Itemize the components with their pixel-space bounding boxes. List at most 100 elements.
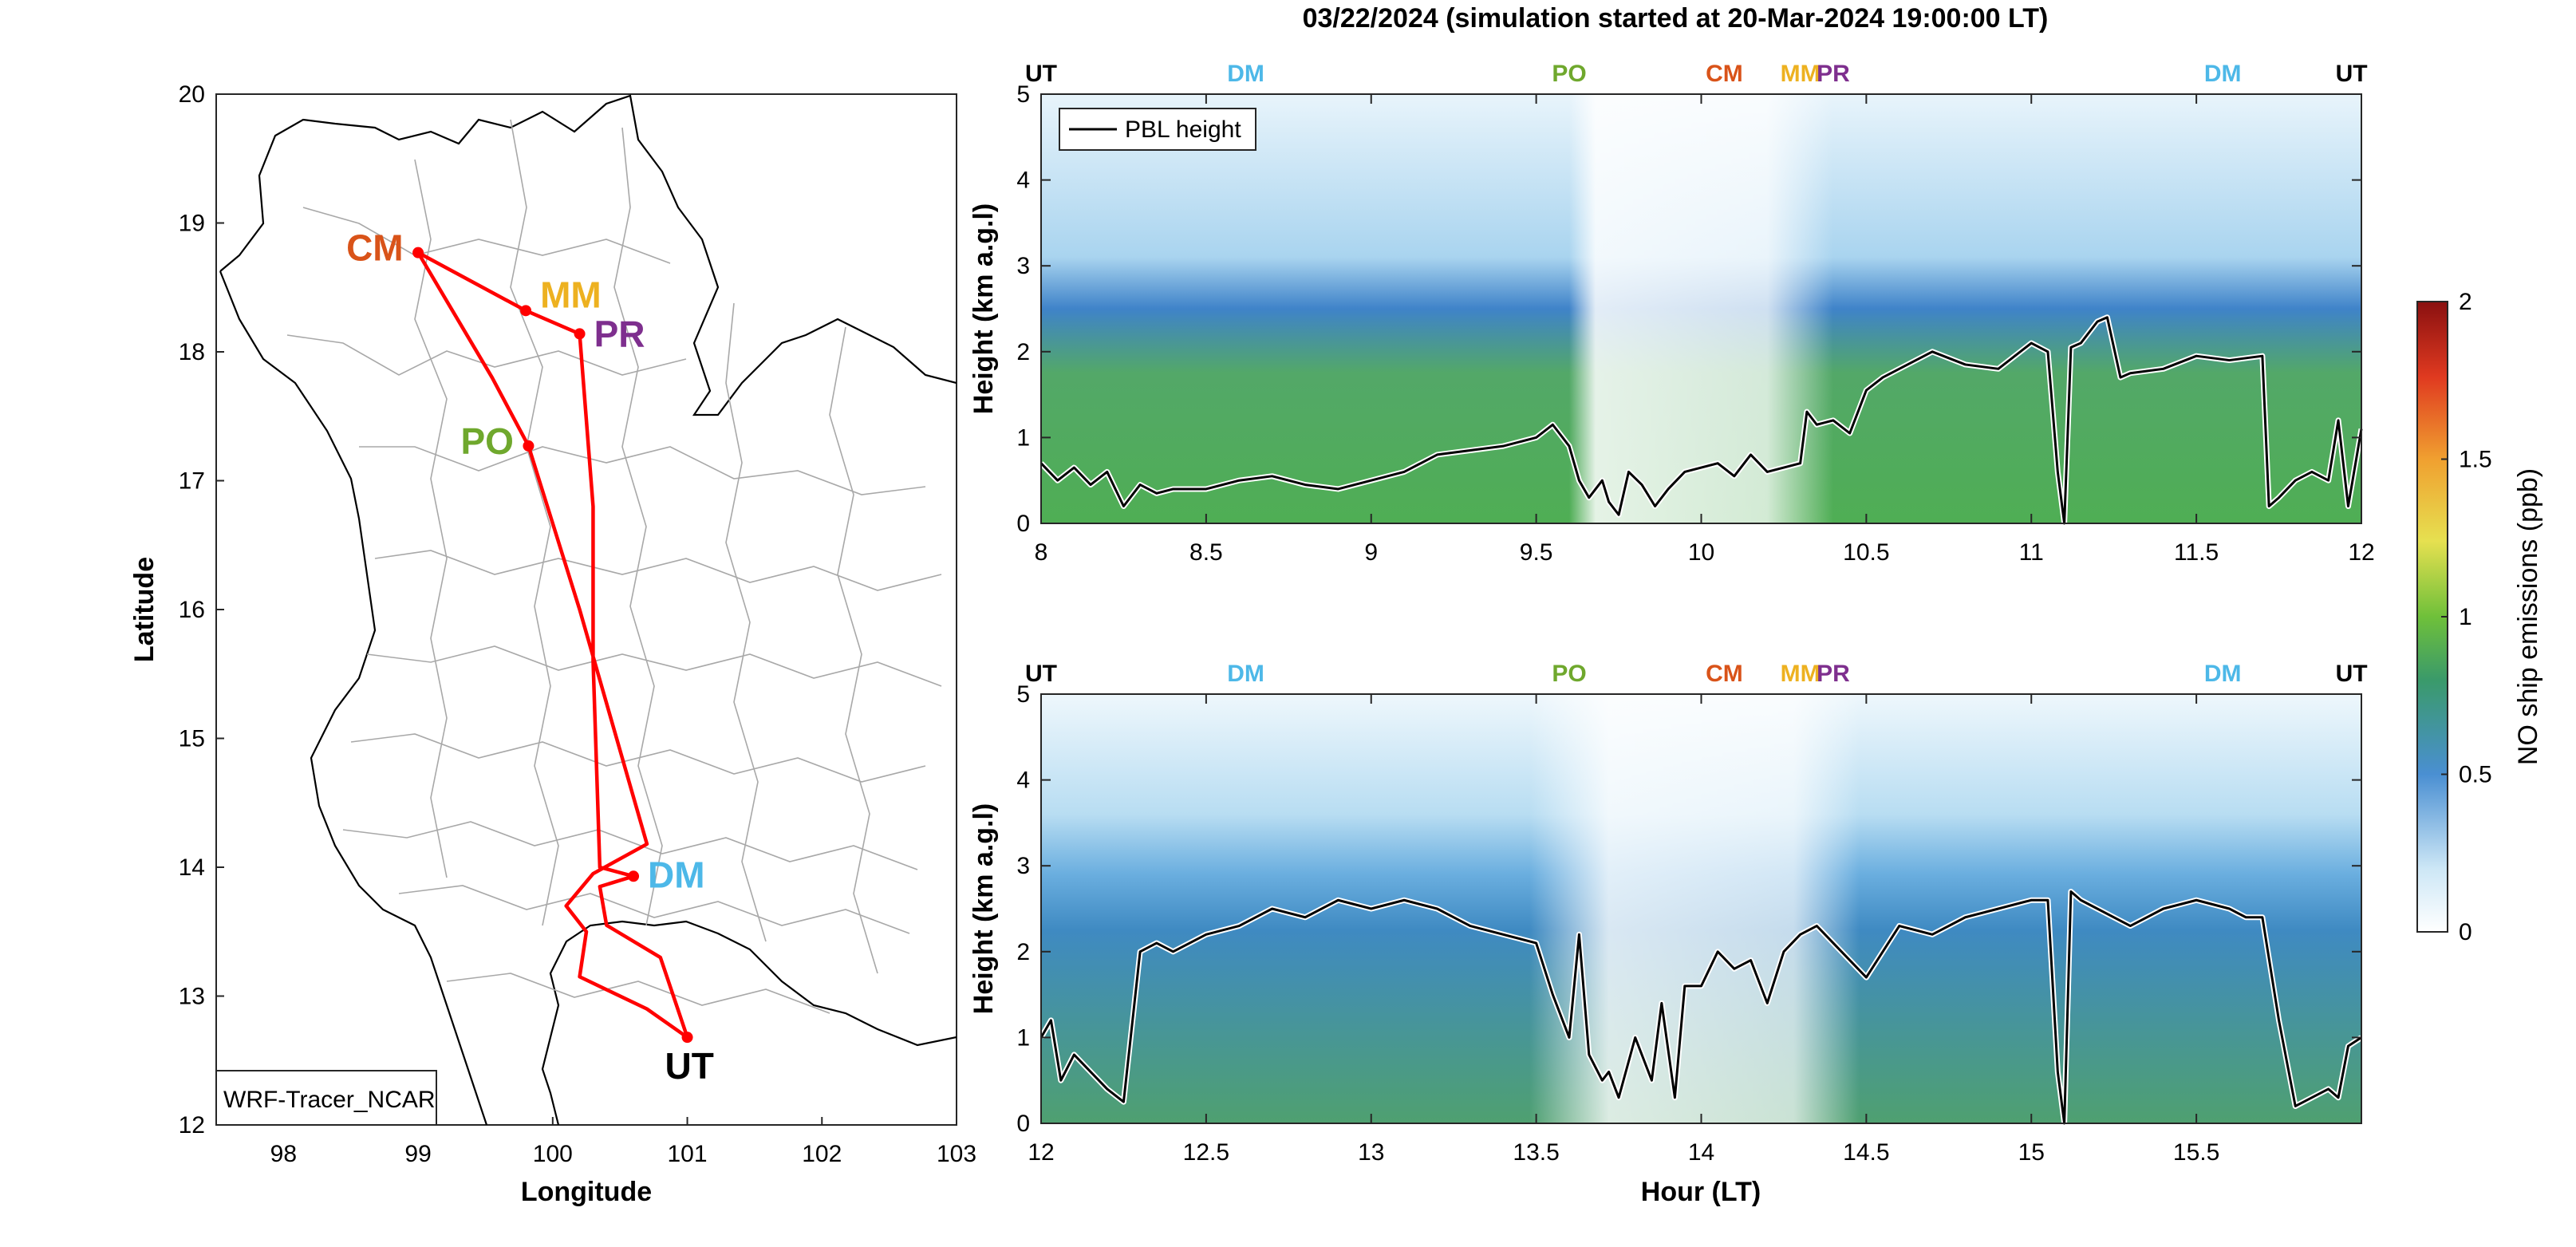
map-y-tick-label: 15	[179, 726, 205, 752]
y-tick-label: 1	[1016, 424, 1030, 451]
site-marker-pr: PR	[1817, 661, 1850, 687]
site-marker-ut: UT	[1025, 661, 1057, 687]
x-tick-label: 12	[2348, 539, 2374, 566]
map-y-tick-label: 16	[179, 597, 205, 623]
map-legend-text: WRF-Tracer_NCAR	[223, 1087, 436, 1113]
heatmap-2-x-ticks: 12 12.5 13 13.5 14 14.5 15 15.5	[1028, 694, 2219, 1166]
site-dot-mm	[520, 305, 532, 317]
map-x-label: Longitude	[521, 1177, 652, 1207]
colorbar: 0 0.5 1 1.5 2 NO ship emissions (ppb)	[2416, 289, 2543, 945]
site-marker-ut: UT	[2336, 61, 2368, 87]
y-tick-label: 3	[1016, 253, 1030, 279]
x-tick-label: 10	[1688, 539, 1714, 566]
colorbar-tick-label: 0.5	[2459, 762, 2492, 788]
map-y-tick-label: 17	[179, 468, 205, 495]
x-tick-label: 13	[1358, 1139, 1384, 1166]
site-marker-pr: PR	[1817, 61, 1850, 87]
x-tick-label: 14.5	[1843, 1139, 1889, 1166]
map-x-tick-label: 101	[668, 1141, 708, 1167]
x-tick-label: 15.5	[2173, 1139, 2219, 1166]
x-tick-label: 12	[1028, 1139, 1054, 1166]
heatmap-2-y-ticks: 0 1 2 3 4 5	[1016, 681, 2361, 1137]
map-y-tick-label: 18	[179, 339, 205, 365]
site-marker-po: PO	[1552, 61, 1586, 87]
site-marker-cm: CM	[1706, 61, 1743, 87]
site-marker-ut: UT	[1025, 61, 1057, 87]
site-marker-dm: DM	[2204, 661, 2242, 687]
y-tick-label: 2	[1016, 339, 1030, 365]
site-label-mm: MM	[540, 274, 602, 315]
map-x-tick-label: 100	[533, 1141, 573, 1167]
y-tick-label: 2	[1016, 939, 1030, 965]
colorbar-tick-label: 0	[2459, 919, 2472, 945]
site-label-ut: UT	[665, 1045, 714, 1087]
map-y-label: Latitude	[129, 557, 160, 662]
colorbar-tick-label: 1.5	[2459, 447, 2492, 473]
heatmap-1-clear-band	[1041, 94, 2361, 523]
map-y-tick-label: 20	[179, 81, 205, 108]
map-x-tick-label: 102	[802, 1141, 842, 1167]
x-tick-label: 11	[2019, 539, 2044, 566]
site-label-pr: PR	[594, 313, 645, 354]
site-marker-mm: MM	[1781, 61, 1821, 87]
x-tick-label: 15	[2018, 1139, 2045, 1166]
site-marker-po: PO	[1552, 661, 1586, 687]
site-label-cm: CM	[346, 227, 404, 269]
heatmap-1-y-ticks: 0 1 2 3 4 5	[1016, 81, 2361, 537]
map-axes-box	[215, 93, 957, 1126]
map-y-tick-label: 14	[179, 854, 205, 881]
colorbar-ticks: 0 0.5 1 1.5 2	[2441, 289, 2492, 945]
pbl-line-1	[1039, 316, 2363, 525]
site-dot-pr	[574, 328, 586, 340]
x-tick-label: 8.5	[1189, 539, 1223, 566]
heatmap-1-y-label: Height (km a.g.l)	[968, 203, 999, 414]
map-y-tick-label: 12	[179, 1112, 205, 1138]
colorbar-label: NO ship emissions (ppb)	[2513, 468, 2543, 765]
colorbar-tick-label: 2	[2459, 289, 2472, 315]
site-marker-dm: DM	[1227, 61, 1264, 87]
pbl-line-2	[1039, 890, 2362, 1125]
site-label-po: PO	[460, 420, 513, 462]
site-marker-dm: DM	[1227, 661, 1264, 687]
page-title: 03/22/2024 (simulation started at 20-Mar…	[1302, 3, 2049, 34]
map-x-tick-label: 98	[270, 1141, 297, 1167]
site-marker-cm: CM	[1706, 661, 1743, 687]
y-tick-label: 5	[1016, 81, 1030, 108]
x-tick-label: 12.5	[1183, 1139, 1229, 1166]
site-dot-cm	[412, 247, 424, 258]
heatmap-2-clear-band	[1041, 694, 2361, 1123]
map-legend-box	[215, 1070, 437, 1126]
x-tick-label: 10.5	[1843, 539, 1889, 566]
x-tick-label: 9.5	[1520, 539, 1553, 566]
x-tick-label: 11.5	[2174, 539, 2219, 566]
colorbar-tick-label: 1	[2459, 604, 2472, 630]
y-tick-label: 0	[1016, 1111, 1030, 1137]
province-borders	[286, 119, 942, 1014]
y-tick-label: 0	[1016, 511, 1030, 537]
map-y-ticks: 12 13 14 15 16 17 18 19 20	[179, 81, 224, 1138]
map-x-tick-label: 103	[937, 1141, 976, 1167]
site-marker-dm: DM	[2204, 61, 2242, 87]
site-marker-mm: MM	[1781, 661, 1821, 687]
map-y-tick-label: 13	[179, 984, 205, 1010]
y-tick-label: 4	[1016, 768, 1030, 794]
site-dot-po	[523, 440, 535, 452]
map-x-tick-label: 99	[404, 1141, 431, 1167]
x-tick-label: 13.5	[1513, 1139, 1559, 1166]
y-tick-label: 1	[1016, 1024, 1030, 1051]
site-dot-ut	[681, 1032, 693, 1044]
site-label-dm: DM	[648, 854, 705, 895]
x-tick-label: 14	[1688, 1139, 1714, 1166]
heatmap-2-x-label: Hour (LT)	[1641, 1177, 1761, 1207]
heatmap-1-x-ticks: 8 8.5 9 9.5 10 10.5 11 11.5 12	[1035, 94, 2375, 566]
site-dot-dm	[628, 870, 640, 882]
x-tick-label: 9	[1364, 539, 1378, 566]
map-x-ticks: 98 99 100 101 102 103	[270, 1117, 976, 1167]
y-tick-label: 4	[1016, 168, 1030, 194]
